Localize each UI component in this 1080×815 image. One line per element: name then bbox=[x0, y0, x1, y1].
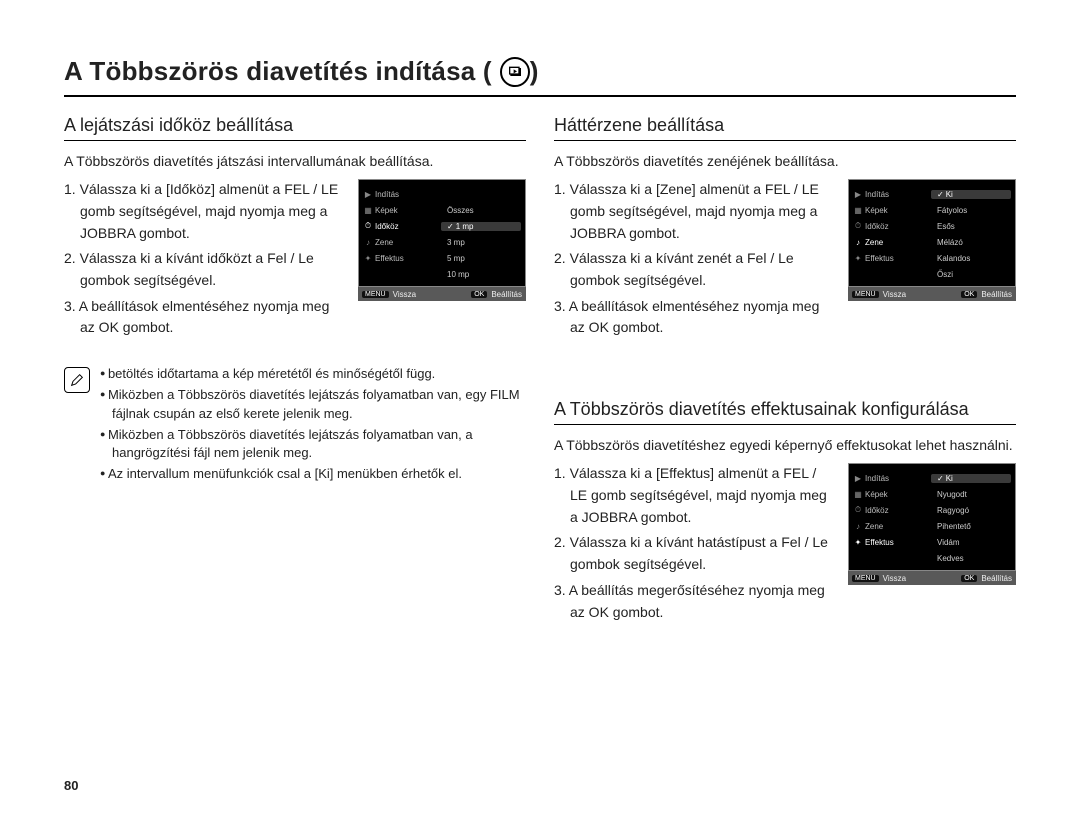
section-effect: A Többszörös diavetítés effektusainak ko… bbox=[554, 399, 1016, 627]
menu-left-label: Indítás bbox=[375, 190, 399, 199]
note-item: Az intervallum menüfunkciók csal a [Ki] … bbox=[100, 465, 526, 484]
page-title-part2: ) bbox=[530, 56, 539, 87]
menu-left-label: Képek bbox=[865, 490, 888, 499]
right-column: Háttérzene beállítása A Többszörös diave… bbox=[554, 115, 1016, 651]
menu-right-label: Összes bbox=[441, 206, 521, 215]
menu-left-label: Effektus bbox=[865, 538, 894, 547]
steps-text: 1. Válassza ki a [Zene] almenüt a FEL / … bbox=[554, 179, 836, 343]
menu-left-label: Zene bbox=[865, 238, 883, 247]
note-item: Miközben a Többszörös diavetítés lejátsz… bbox=[100, 426, 526, 464]
menu-left-label: Időköz bbox=[375, 222, 399, 231]
menu-right-label: Kalandos bbox=[931, 254, 1011, 263]
left-column: A lejátszási időköz beállítása A Többszö… bbox=[64, 115, 526, 651]
steps-with-screen: 1. Válassza ki a [Effektus] almenüt a FE… bbox=[554, 463, 1016, 627]
menu-left-label: Effektus bbox=[865, 254, 894, 263]
menu-right-label: Vidám bbox=[931, 538, 1011, 547]
section-intro: A Többszörös diavetítés játszási interva… bbox=[64, 151, 526, 171]
footer-back: Vissza bbox=[883, 290, 906, 299]
step-item: 3. A beállítások elmentéséhez nyomja meg… bbox=[554, 296, 836, 339]
menu-left-label: Időköz bbox=[865, 506, 889, 515]
section-interval: A lejátszási időköz beállítása A Többszö… bbox=[64, 115, 526, 486]
step-item: 1. Válassza ki a [Zene] almenüt a FEL / … bbox=[554, 179, 836, 244]
step-item: 2. Válassza ki a kívánt zenét a Fel / Le… bbox=[554, 248, 836, 291]
page-title-row: A Többszörös diavetítés indítása ( ) bbox=[64, 56, 1016, 97]
menu-left-label: Időköz bbox=[865, 222, 889, 231]
page-number: 80 bbox=[64, 778, 78, 793]
manual-page: A Többszörös diavetítés indítása ( ) A l… bbox=[0, 0, 1080, 815]
menu-right-label: Mélázó bbox=[931, 238, 1011, 247]
step-item: 3. A beállítás megerősítéséhez nyomja me… bbox=[554, 580, 836, 623]
menu-left-label: Képek bbox=[865, 206, 888, 215]
menu-left-label: Zene bbox=[865, 522, 883, 531]
section-music: Háttérzene beállítása A Többszörös diave… bbox=[554, 115, 1016, 343]
section-heading: A Többszörös diavetítés effektusainak ko… bbox=[554, 399, 1016, 425]
menu-right-label: Ki bbox=[931, 190, 1011, 199]
menu-right-label: Fátyolos bbox=[931, 206, 1011, 215]
footer-back: Vissza bbox=[883, 574, 906, 583]
menu-right-label: 5 mp bbox=[441, 254, 521, 263]
step-item: 1. Válassza ki a [Effektus] almenüt a FE… bbox=[554, 463, 836, 528]
menu-screenshot-music: ▶IndításKi▦KépekFátyolos⏱IdőközEsős♪Zene… bbox=[848, 179, 1016, 301]
menu-right-label: Esős bbox=[931, 222, 1011, 231]
note-item: betöltés időtartama a kép méretétől és m… bbox=[100, 365, 526, 384]
note-box: betöltés időtartama a kép méretétől és m… bbox=[64, 365, 526, 486]
step-item: 2. Válassza ki a kívánt időközt a Fel / … bbox=[64, 248, 346, 291]
menu-left-label: Indítás bbox=[865, 190, 889, 199]
steps-text: 1. Válassza ki a [Effektus] almenüt a FE… bbox=[554, 463, 836, 627]
menu-left-label: Effektus bbox=[375, 254, 404, 263]
menu-left-label: Zene bbox=[375, 238, 393, 247]
menu-right-label: Ragyogó bbox=[931, 506, 1011, 515]
columns: A lejátszási időköz beállítása A Többszö… bbox=[64, 115, 1016, 651]
footer-back: Vissza bbox=[393, 290, 416, 299]
menu-right-label: 10 mp bbox=[441, 270, 521, 279]
footer-set: Beállítás bbox=[981, 574, 1012, 583]
note-icon bbox=[64, 367, 90, 393]
menu-right-label: 1 mp bbox=[441, 222, 521, 231]
steps-text: 1. Válassza ki a [Időköz] almenüt a FEL … bbox=[64, 179, 346, 343]
section-intro: A Többszörös diavetítés zenéjének beállí… bbox=[554, 151, 1016, 171]
section-heading: Háttérzene beállítása bbox=[554, 115, 1016, 141]
note-item: Miközben a Többszörös diavetítés lejátsz… bbox=[100, 386, 526, 424]
menu-left-label: Indítás bbox=[865, 474, 889, 483]
menu-right-label: Pihentető bbox=[931, 522, 1011, 531]
menu-screenshot-effect: ▶IndításKi▦KépekNyugodt⏱IdőközRagyogó♪Ze… bbox=[848, 463, 1016, 585]
steps-with-screen: 1. Válassza ki a [Zene] almenüt a FEL / … bbox=[554, 179, 1016, 343]
section-intro: A Többszörös diavetítéshez egyedi képern… bbox=[554, 435, 1016, 455]
menu-right-label: Kedves bbox=[931, 554, 1011, 563]
step-item: 1. Válassza ki a [Időköz] almenüt a FEL … bbox=[64, 179, 346, 244]
note-list: betöltés időtartama a kép méretétől és m… bbox=[100, 365, 526, 486]
footer-set: Beállítás bbox=[491, 290, 522, 299]
steps-with-screen: 1. Válassza ki a [Időköz] almenüt a FEL … bbox=[64, 179, 526, 343]
step-item: 3. A beállítások elmentéséhez nyomja meg… bbox=[64, 296, 346, 339]
menu-right-label: 3 mp bbox=[441, 238, 521, 247]
section-heading: A lejátszási időköz beállítása bbox=[64, 115, 526, 141]
menu-left-label: Képek bbox=[375, 206, 398, 215]
page-title-part1: A Többszörös diavetítés indítása ( bbox=[64, 56, 492, 87]
footer-set: Beállítás bbox=[981, 290, 1012, 299]
step-item: 2. Válassza ki a kívánt hatástípust a Fe… bbox=[554, 532, 836, 575]
menu-right-label: Ki bbox=[931, 474, 1011, 483]
menu-screenshot-interval: ▶Indítás▦KépekÖsszes⏱Időköz1 mp♪Zene3 mp… bbox=[358, 179, 526, 301]
menu-right-label: Nyugodt bbox=[931, 490, 1011, 499]
slideshow-icon bbox=[500, 57, 530, 87]
menu-right-label: Őszi bbox=[931, 270, 1011, 279]
